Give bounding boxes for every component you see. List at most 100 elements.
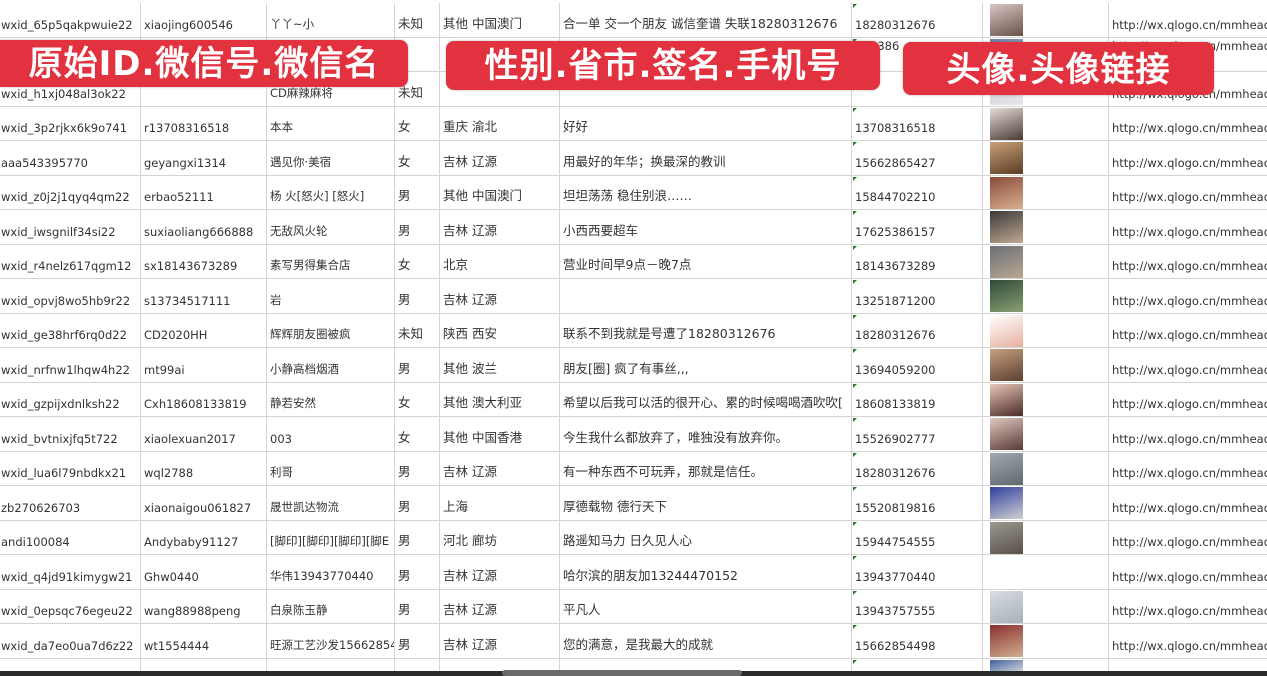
- phone-cell[interactable]: 18280312676: [852, 313, 983, 347]
- signature-cell[interactable]: 路遥知马力 日久见人心: [560, 520, 852, 554]
- region-cell[interactable]: [440, 658, 560, 672]
- avatar-link-cell[interactable]: http://wx.qlogo.cn/mmhead: [1112, 569, 1267, 584]
- wechat-name-cell[interactable]: 本本: [267, 106, 395, 140]
- phone-cell[interactable]: 13943770440: [852, 555, 983, 589]
- avatar-link-cell[interactable]: http://wx.qlogo.cn/mmhead: [1112, 604, 1267, 618]
- gender-cell[interactable]: 男: [395, 486, 440, 520]
- signature-cell[interactable]: [560, 658, 852, 672]
- wechat-id-cell[interactable]: Ghw0440: [141, 555, 267, 589]
- avatar-cell[interactable]: [983, 3, 1109, 37]
- signature-cell[interactable]: 平凡人: [560, 589, 852, 623]
- avatar-link-cell[interactable]: http://wx.qlogo.cn/mmhead: [1112, 431, 1267, 446]
- region-cell[interactable]: 北京: [440, 244, 560, 278]
- region-cell[interactable]: 上海: [440, 486, 560, 520]
- gender-cell[interactable]: 男: [395, 589, 440, 623]
- avatar-cell[interactable]: [983, 658, 1109, 672]
- phone-cell[interactable]: 15520819816: [852, 486, 983, 520]
- region-cell[interactable]: 其他 澳大利亚: [440, 382, 560, 416]
- avatar-cell[interactable]: [983, 555, 1109, 589]
- wechat-id-cell[interactable]: xiaolexuan2017: [141, 417, 267, 451]
- signature-cell[interactable]: 今生我什么都放弃了，唯独没有放弃你。: [560, 417, 852, 451]
- phone-cell[interactable]: [852, 658, 983, 672]
- avatar-cell[interactable]: [983, 210, 1109, 244]
- original-id-cell[interactable]: wxid_bvtnixjfq5t722: [0, 417, 141, 451]
- wechat-id-cell[interactable]: wang88988peng: [141, 589, 267, 623]
- avatar-link-cell[interactable]: http://wx.qlogo.cn/mmhead: [1112, 293, 1267, 308]
- original-id-cell[interactable]: wxid_r4nelz617qgm12: [0, 244, 141, 278]
- horizontal-scrollbar[interactable]: [502, 670, 742, 676]
- signature-cell[interactable]: 营业时间早9点－晚7点: [560, 244, 852, 278]
- gender-cell[interactable]: 男: [395, 175, 440, 209]
- original-id-cell[interactable]: [0, 658, 141, 672]
- wechat-name-cell[interactable]: 杨 火[怒火] [怒火]: [267, 175, 395, 209]
- gender-cell[interactable]: 未知: [395, 313, 440, 347]
- signature-cell[interactable]: 联系不到我就是号遭了18280312676: [560, 313, 852, 347]
- avatar-link-cell[interactable]: http://wx.qlogo.cn/mmhead: [1112, 259, 1267, 273]
- original-id-cell[interactable]: aaa543395770: [0, 141, 141, 175]
- wechat-name-cell[interactable]: 华伟13943770440: [267, 555, 395, 589]
- phone-cell[interactable]: 15844702210: [852, 175, 983, 209]
- phone-cell[interactable]: 15662854498: [852, 624, 983, 658]
- avatar-cell[interactable]: [983, 520, 1109, 554]
- avatar-link-cell[interactable]: [1109, 659, 1267, 672]
- phone-cell[interactable]: 13708316518: [852, 106, 983, 140]
- wechat-id-cell[interactable]: mt99ai: [141, 348, 267, 382]
- avatar-cell[interactable]: [983, 141, 1109, 175]
- avatar-cell[interactable]: [983, 348, 1109, 382]
- wechat-id-cell[interactable]: wt1554444: [141, 624, 267, 658]
- original-id-cell[interactable]: wxid_z0j2j1qyq4qm22: [0, 175, 141, 209]
- gender-cell[interactable]: 男: [395, 210, 440, 244]
- avatar-link-cell[interactable]: http://wx.qlogo.cn/mmhead: [1112, 224, 1267, 239]
- region-cell[interactable]: 河北 廊坊: [440, 520, 560, 554]
- region-cell[interactable]: 其他 中国澳门: [440, 3, 560, 37]
- wechat-name-cell[interactable]: 丫丫~小: [267, 3, 395, 37]
- avatar-link-cell[interactable]: http://wx.qlogo.cn/mmhead: [1112, 397, 1267, 411]
- phone-cell[interactable]: 18143673289: [852, 244, 983, 278]
- region-cell[interactable]: 吉林 辽源: [440, 624, 560, 658]
- phone-cell[interactable]: 15526902777: [852, 417, 983, 451]
- signature-cell[interactable]: [560, 279, 852, 313]
- region-cell[interactable]: 其他 中国澳门: [440, 175, 560, 209]
- region-cell[interactable]: 吉林 辽源: [440, 279, 560, 313]
- original-id-cell[interactable]: wxid_iwsgnilf34si22: [0, 210, 141, 244]
- phone-cell[interactable]: 18280312676: [852, 451, 983, 485]
- phone-cell[interactable]: 18608133819: [852, 382, 983, 416]
- wechat-name-cell[interactable]: 岩: [267, 279, 395, 313]
- gender-cell[interactable]: 男: [395, 624, 440, 658]
- wechat-name-cell[interactable]: 白泉陈玉静: [267, 589, 395, 623]
- wechat-id-cell[interactable]: geyangxi1314: [141, 141, 267, 175]
- avatar-link-cell[interactable]: http://wx.qlogo.cn/mmhead: [1112, 328, 1267, 342]
- avatar-cell[interactable]: [983, 175, 1109, 209]
- avatar-cell[interactable]: [983, 417, 1109, 451]
- gender-cell[interactable]: 男: [395, 520, 440, 554]
- avatar-link-cell[interactable]: http://wx.qlogo.cn/mmhead: [1112, 466, 1267, 480]
- phone-cell[interactable]: 15662865427: [852, 141, 983, 175]
- wechat-id-cell[interactable]: Cxh18608133819: [141, 382, 267, 416]
- gender-cell[interactable]: 女: [395, 244, 440, 278]
- gender-cell[interactable]: 女: [395, 141, 440, 175]
- signature-cell[interactable]: 厚德载物 德行天下: [560, 486, 852, 520]
- avatar-link-cell[interactable]: http://wx.qlogo.cn/mmhead: [1112, 638, 1267, 653]
- avatar-cell[interactable]: [983, 486, 1109, 520]
- wechat-name-cell[interactable]: CD麻辣麻将: [267, 72, 395, 106]
- wechat-name-cell[interactable]: 遇见你·美宿: [267, 141, 395, 175]
- wechat-name-cell[interactable]: [脚印][脚印][脚印][脚E: [267, 520, 395, 554]
- gender-cell[interactable]: 女: [395, 382, 440, 416]
- wechat-id-cell[interactable]: suxiaoliang666888: [141, 210, 267, 244]
- wechat-name-cell[interactable]: 辉辉朋友圈被疯: [267, 313, 395, 347]
- region-cell[interactable]: 其他 波兰: [440, 348, 560, 382]
- region-cell[interactable]: 吉林 辽源: [440, 589, 560, 623]
- phone-cell[interactable]: 18280312676: [852, 3, 983, 37]
- avatar-cell[interactable]: [983, 244, 1109, 278]
- original-id-cell[interactable]: wxid_ge38hrf6rq0d22: [0, 313, 141, 347]
- wechat-id-cell[interactable]: s13734517111: [141, 279, 267, 313]
- signature-cell[interactable]: 朋友[圈] 疯了有事丝,,,: [560, 348, 852, 382]
- gender-cell[interactable]: 男: [395, 348, 440, 382]
- avatar-link-cell[interactable]: http://wx.qlogo.cn/mmhead: [1112, 121, 1267, 135]
- phone-cell[interactable]: 17625386157: [852, 210, 983, 244]
- avatar-link-cell[interactable]: http://wx.qlogo.cn/mmhead: [1112, 155, 1267, 170]
- avatar-cell[interactable]: [983, 106, 1109, 140]
- wechat-name-cell[interactable]: 003: [267, 417, 395, 451]
- original-id-cell[interactable]: wxid_opvj8wo5hb9r22: [0, 279, 141, 313]
- wechat-name-cell[interactable]: 素写男得集合店: [267, 244, 395, 278]
